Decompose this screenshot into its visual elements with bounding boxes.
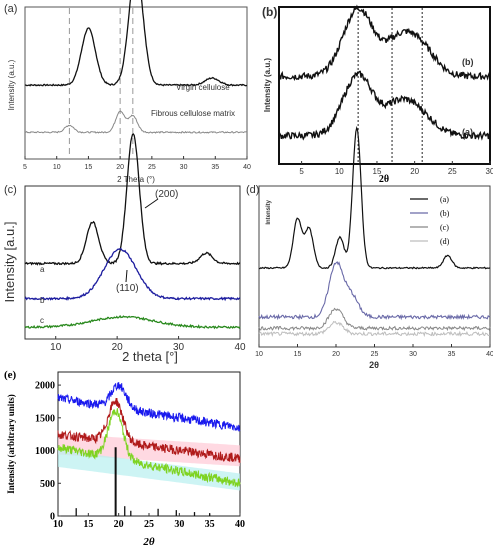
panel-c-x-tick-label: 20 <box>112 342 124 353</box>
panel-e-x-tick-label: 20 <box>114 519 124 530</box>
panel-b-ylabel: Intensity (a.u.) <box>263 58 272 113</box>
panel-b-series-a <box>278 70 491 141</box>
panel-d-x-tick-label: 15 <box>294 351 302 358</box>
panel-a-ylabel: Intensity (a.u.) <box>7 59 16 110</box>
panel-e-x-tick-label: 25 <box>144 519 154 530</box>
panel-d-legend: (a) (b) (c) (d) <box>410 195 450 246</box>
panel-e-y-tick-label: 0 <box>50 512 55 523</box>
panel-e-x-tick-label: 40 <box>235 519 245 530</box>
panel-a-x-tick-label: 25 <box>148 164 156 171</box>
panel-e-y-tick-label: 2000 <box>35 381 55 392</box>
panel-e-x-tick-label: 35 <box>205 519 215 530</box>
panel-e-y-tick-label: 500 <box>40 479 55 490</box>
panel-b-label: (b) <box>262 5 277 19</box>
panel-a-legend-virgin: Virgin cellulose <box>176 83 230 92</box>
panel-d-series-a <box>258 125 491 270</box>
panel-a-x-tick-label: 40 <box>243 164 251 171</box>
panel-a-x-tick-label: 35 <box>211 164 219 171</box>
panel-a-series-virgin-cellulose <box>24 0 248 87</box>
panel-d-x-tick-label: 40 <box>486 351 493 358</box>
panel-d-x-tick-label: 35 <box>448 351 456 358</box>
panel-e-x-tick-label: 10 <box>53 519 63 530</box>
panel-b-x-tick-label: 20 <box>410 167 419 176</box>
panel-c-series-a-label: a <box>40 265 45 274</box>
panel-c-series-b <box>24 248 241 302</box>
panel-c-annotation-110-arrow <box>125 269 128 283</box>
panel-b-x-tick-label: 30 <box>486 167 493 176</box>
panel-b-frame <box>278 6 491 165</box>
panel-b-x-tick-label: 15 <box>373 167 382 176</box>
panel-a-series-fibrous-cellulose-matrix <box>24 110 248 134</box>
panel-a-xlabel: 2 Theta (°) <box>117 175 155 184</box>
panel-e-series-green <box>57 408 241 488</box>
panel-c-annotation-200-arrow <box>144 198 159 209</box>
panel-b-x-tick-label: 25 <box>448 167 457 176</box>
panel-d-x-tick-label: 25 <box>371 351 379 358</box>
panel-b-series-a-label: (a) <box>462 127 473 137</box>
panel-e-noise-band <box>58 433 240 467</box>
panel-c-xlabel: 2 theta [°] <box>122 349 178 364</box>
panel-c-ylabel: Intensity [a.u.] <box>2 222 17 303</box>
panel-d-legend-b: (b) <box>440 209 450 218</box>
panel-e-y-tick-label: 1500 <box>35 413 55 424</box>
panel-e-series-blue <box>57 382 241 432</box>
panel-e-xlabel: 2θ <box>142 536 155 548</box>
panel-a-x-tick-label: 15 <box>85 164 93 171</box>
panel-d-legend-c: (c) <box>440 223 449 232</box>
panel-c-series-c-label: c <box>40 316 44 325</box>
panel-a-x-tick-label: 5 <box>23 164 27 171</box>
panel-e-x-tick-label: 30 <box>174 519 184 530</box>
panel-d-x-tick-label: 20 <box>332 351 340 358</box>
panel-b-x-tick-label: 10 <box>335 167 344 176</box>
panel-a-frame <box>24 6 248 160</box>
panel-a-legend-fibrous: Fibrous cellulose matrix <box>151 109 235 118</box>
panel-c-annotation-110: (110) <box>116 283 139 294</box>
panel-c-x-tick-label: 40 <box>234 342 246 353</box>
panel-e-y-tick-label: 1000 <box>35 446 55 457</box>
panel-d-legend-a: (a) <box>440 195 449 204</box>
panel-c-series-c <box>24 314 241 330</box>
panel-d-legend-d: (d) <box>440 237 450 246</box>
panel-c: (c) Intensity [a.u.] 2 theta [°] 10 20 30 4… <box>2 133 246 364</box>
panel-b: (b) Intensity (a.u.) 2θ 5 10 15 20 25 30 (b) … <box>262 4 493 185</box>
panel-a-x-tick-label: 20 <box>116 164 124 171</box>
panel-b-x-tick-label: 5 <box>299 167 304 176</box>
panel-c-annotation-200: (200) <box>155 189 178 200</box>
panel-b-series-b <box>278 4 491 82</box>
panel-e-ylabel: Intensity (arbitrary units) <box>6 394 16 494</box>
panel-e: (e) Intensity (arbitrary units) 2θ 10 15 2… <box>4 369 245 548</box>
panel-c-x-tick-label: 10 <box>50 342 62 353</box>
panel-a: (a) Intensity (a.u.) 2 Theta (°) 5 10 15 20… <box>4 0 251 184</box>
panel-e-x-tick-label: 15 <box>83 519 93 530</box>
panel-c-frame <box>24 185 241 340</box>
panel-d-xlabel: 2θ <box>369 360 379 370</box>
panel-c-label: (c) <box>4 184 17 196</box>
panel-b-xlabel: 2θ <box>379 174 389 185</box>
panel-d-series-c <box>258 307 491 332</box>
panel-c-x-tick-label: 30 <box>173 342 185 353</box>
panel-d-x-tick-label: 10 <box>255 351 263 358</box>
panel-e-label: (e) <box>4 369 17 381</box>
panel-c-series-a <box>24 133 241 266</box>
panel-b-series-b-label: (b) <box>462 57 474 67</box>
panel-c-series-b-label: b <box>40 296 45 305</box>
panel-d-label: (d) <box>246 184 259 196</box>
panel-a-x-tick-label: 30 <box>180 164 188 171</box>
panel-a-label: (a) <box>4 3 17 15</box>
panel-a-x-tick-label: 10 <box>53 164 61 171</box>
panel-e-series-red <box>57 397 241 463</box>
panel-d-x-tick-label: 30 <box>409 351 417 358</box>
panel-d: (d) Intensity 2θ 10 15 20 25 30 35 40 (a) (b) … <box>246 125 493 370</box>
panel-d-series-d <box>258 320 491 338</box>
panel-d-series-b <box>258 261 491 321</box>
panel-e-noise-band <box>58 449 240 491</box>
panel-d-ylabel: Intensity <box>266 199 272 224</box>
